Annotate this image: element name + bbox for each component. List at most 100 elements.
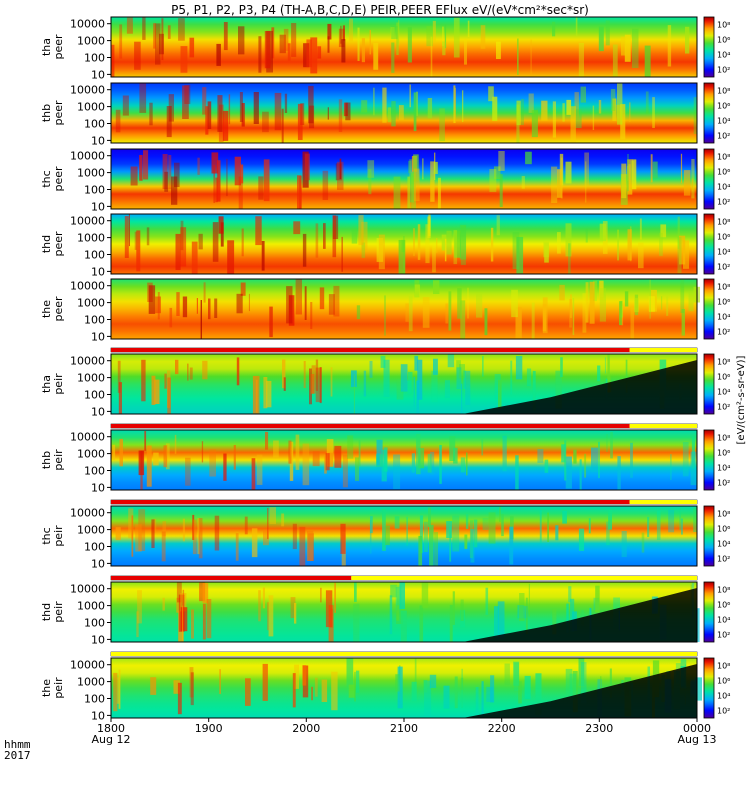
spectrogram-streak: [148, 285, 156, 314]
flag-bar-red: [111, 348, 630, 352]
spectrogram-streak: [348, 684, 355, 698]
panel-thb-peer: 10 100 1000 10000 thb peer 10² 10⁴ 10⁶ 10⁸: [40, 82, 730, 147]
spectrogram-streak: [398, 239, 406, 274]
spectrogram-streak: [481, 438, 484, 456]
spectrogram-streak: [340, 523, 346, 554]
spectrogram-streak: [629, 102, 631, 122]
spectrogram-streak: [597, 365, 601, 382]
spectrogram-streak: [197, 157, 200, 175]
panel-spectrogram: [111, 279, 697, 339]
spectrogram-streak: [138, 509, 146, 551]
spectrogram-streak: [236, 293, 243, 314]
spectrogram-streak: [677, 216, 680, 249]
spectrogram-streak: [668, 509, 675, 533]
spectrogram-streak: [573, 449, 577, 464]
spectrogram-streak: [496, 215, 500, 236]
spectrogram-streak: [273, 440, 279, 458]
spectrogram-streak: [608, 509, 612, 530]
spectrogram-streak: [453, 447, 458, 464]
spectrogram-streak: [417, 224, 421, 260]
spectrogram-streak: [432, 242, 436, 273]
panel-frame: [110, 353, 698, 415]
spectrogram-streak: [492, 96, 498, 121]
y-tick-label: 10: [91, 330, 105, 343]
spectrogram-streak: [149, 102, 153, 126]
spectrogram-streak: [464, 534, 468, 549]
spectrogram-streak: [421, 582, 429, 608]
spectrogram-streak: [157, 292, 160, 320]
spectrogram-streak: [432, 20, 436, 42]
y-tick-label: 100: [84, 52, 105, 65]
low-count-region: [462, 588, 697, 642]
spectrogram-streak: [332, 215, 337, 258]
spectrogram-streak: [465, 370, 471, 406]
spectrogram-streak: [139, 83, 147, 113]
y-tick-label: 10000: [70, 215, 105, 228]
spectrogram-streak: [525, 597, 528, 635]
y-tick-label: 100: [84, 389, 105, 402]
spectrogram-streak: [634, 294, 639, 316]
spectrogram-streak: [197, 518, 200, 555]
spectrogram-streak: [356, 670, 360, 693]
spectrogram-streak: [303, 43, 310, 68]
colorbar-tick-label: 10²: [717, 479, 730, 488]
spectrogram-streak: [396, 605, 400, 621]
spectrogram-streak: [153, 452, 159, 466]
spectrogram-streak: [163, 445, 168, 468]
panel-thc-peir: 10 100 1000 10000 thc peir 10² 10⁴ 10⁶ 10⁸: [40, 499, 730, 570]
spectrogram-streak: [461, 668, 463, 708]
spectrogram-streak: [460, 610, 466, 628]
spectrogram-streak: [406, 516, 408, 546]
spectrogram-streak: [627, 229, 632, 261]
spectrogram-streak: [130, 166, 138, 186]
spectrogram-streak: [315, 223, 319, 258]
y-tick-label: 10000: [70, 18, 105, 31]
spectrogram-streak: [482, 356, 484, 377]
spectrogram-streak: [433, 358, 438, 375]
spectrogram-streak: [297, 175, 302, 209]
spectrogram-streak: [310, 302, 313, 329]
spectrogram-streak: [182, 589, 185, 631]
spectrogram-streak: [652, 161, 658, 179]
x-tick-label: 1900: [195, 722, 223, 735]
spectrogram-streak: [599, 223, 607, 242]
spectrogram-streak: [652, 97, 655, 128]
spectrogram-streak: [119, 24, 123, 59]
spectrogram-streak: [262, 587, 265, 609]
spectrogram-streak: [502, 435, 507, 472]
spectrogram-streak: [223, 453, 227, 481]
spectrogram-streak: [131, 515, 134, 557]
colorbar: [703, 353, 715, 415]
spectrogram-streak: [408, 160, 412, 174]
spectrogram-streak: [342, 454, 348, 488]
spectrogram-streak: [287, 43, 291, 61]
spectrogram-streak: [494, 166, 501, 179]
spectrogram-streak: [256, 454, 263, 485]
spectrogram-streak: [683, 240, 690, 269]
spectrogram-streak: [205, 106, 209, 135]
y-tick-label: 1000: [77, 232, 105, 245]
spectrogram-streak: [430, 451, 435, 475]
spectrogram-streak: [262, 663, 268, 701]
spectrogram-streak: [330, 367, 333, 397]
spectrogram-streak: [416, 434, 421, 475]
spectrogram-streak: [579, 459, 582, 490]
spectrogram-streak: [690, 451, 697, 486]
spectrogram-streak: [396, 22, 399, 55]
colorbar-tick-label: 10²: [717, 631, 730, 640]
colorbar-tick-label: 10⁴: [717, 51, 730, 60]
spectrogram-streak: [176, 582, 182, 603]
y-tick-label: 10: [91, 557, 105, 570]
colorbar-tick-label: 10⁸: [717, 87, 730, 96]
spectrogram-streak: [650, 154, 653, 183]
spectrogram-streak: [463, 370, 466, 389]
spectrogram-streak: [294, 602, 297, 624]
spectrogram-streak: [177, 682, 182, 715]
spectrogram-streak: [119, 438, 123, 467]
colorbar-tick-label: 10⁴: [717, 248, 730, 257]
spectrogram-streak: [306, 39, 312, 68]
x-tick-label: 1800: [97, 722, 125, 735]
spectrogram-streak: [521, 176, 525, 189]
spectrogram-streak: [559, 284, 565, 301]
spectrogram-streak: [161, 18, 164, 61]
